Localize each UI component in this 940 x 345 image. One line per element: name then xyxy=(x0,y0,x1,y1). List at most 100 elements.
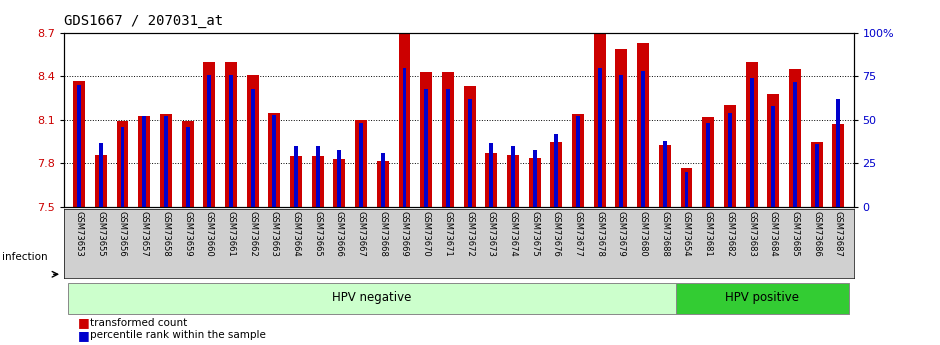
Bar xyxy=(637,43,650,207)
Bar xyxy=(772,106,776,207)
Bar xyxy=(507,155,519,207)
Text: GSM73673: GSM73673 xyxy=(487,211,495,257)
Bar xyxy=(316,146,320,207)
Bar xyxy=(446,89,450,207)
Bar xyxy=(164,116,168,207)
Bar xyxy=(767,94,779,207)
Bar xyxy=(273,115,276,207)
Text: GDS1667 / 207031_at: GDS1667 / 207031_at xyxy=(64,14,223,28)
Bar xyxy=(463,87,476,207)
Text: GSM73677: GSM73677 xyxy=(573,211,583,257)
Bar xyxy=(181,121,194,207)
Bar xyxy=(290,156,302,207)
Bar xyxy=(160,114,172,207)
Text: GSM73667: GSM73667 xyxy=(356,211,366,257)
Text: GSM73659: GSM73659 xyxy=(183,211,192,256)
Bar xyxy=(99,142,102,207)
Bar xyxy=(77,85,81,207)
Bar xyxy=(208,75,212,207)
Text: GSM73660: GSM73660 xyxy=(205,211,213,257)
Bar xyxy=(359,124,363,207)
Bar xyxy=(312,156,323,207)
Text: GSM73654: GSM73654 xyxy=(682,211,691,256)
Bar xyxy=(594,34,605,207)
Bar xyxy=(681,168,693,207)
Text: GSM73656: GSM73656 xyxy=(118,211,127,257)
Text: GSM73669: GSM73669 xyxy=(400,211,409,257)
Bar xyxy=(745,62,758,207)
Text: GSM73670: GSM73670 xyxy=(422,211,431,257)
Bar xyxy=(551,142,562,207)
Text: GSM73657: GSM73657 xyxy=(140,211,149,257)
Bar xyxy=(420,72,432,207)
Text: GSM73663: GSM73663 xyxy=(270,211,279,257)
Text: GSM73687: GSM73687 xyxy=(834,211,843,257)
Bar xyxy=(467,99,472,207)
Text: GSM73672: GSM73672 xyxy=(465,211,474,257)
Text: ■: ■ xyxy=(78,316,90,329)
Bar xyxy=(572,114,584,207)
Bar xyxy=(749,78,754,207)
Bar xyxy=(203,62,215,207)
Bar xyxy=(142,116,146,207)
Bar xyxy=(69,283,676,314)
Bar xyxy=(833,124,844,207)
Bar xyxy=(402,68,406,207)
Text: GSM73678: GSM73678 xyxy=(595,211,604,257)
Bar xyxy=(706,124,710,207)
Bar xyxy=(837,99,840,207)
Bar xyxy=(724,105,736,207)
Bar xyxy=(810,142,822,207)
Bar xyxy=(269,112,280,207)
Bar xyxy=(225,62,237,207)
Bar xyxy=(117,121,129,207)
Bar xyxy=(485,153,497,207)
Bar xyxy=(528,158,540,207)
Bar xyxy=(702,117,714,207)
Text: GSM73681: GSM73681 xyxy=(704,211,713,257)
Bar xyxy=(251,89,255,207)
Bar xyxy=(728,113,732,207)
Bar xyxy=(337,149,341,207)
Bar xyxy=(95,155,107,207)
Text: GSM73676: GSM73676 xyxy=(552,211,561,257)
Text: GSM73661: GSM73661 xyxy=(227,211,235,257)
Text: infection: infection xyxy=(2,252,48,262)
Text: GSM73679: GSM73679 xyxy=(617,211,626,257)
Text: GSM73665: GSM73665 xyxy=(313,211,322,257)
Bar xyxy=(185,127,190,207)
Bar xyxy=(138,116,150,207)
Text: transformed count: transformed count xyxy=(90,318,187,327)
Text: GSM73671: GSM73671 xyxy=(444,211,452,257)
Text: GSM73662: GSM73662 xyxy=(248,211,258,257)
Text: GSM73683: GSM73683 xyxy=(747,211,756,257)
Bar xyxy=(533,149,537,207)
Bar xyxy=(641,71,645,207)
Bar xyxy=(789,69,801,207)
Bar xyxy=(120,127,124,207)
Text: GSM73680: GSM73680 xyxy=(638,211,648,257)
Bar xyxy=(229,75,233,207)
Bar xyxy=(246,75,258,207)
Text: GSM73686: GSM73686 xyxy=(812,211,822,257)
Text: GSM73685: GSM73685 xyxy=(791,211,799,257)
Bar xyxy=(511,146,515,207)
Bar xyxy=(659,145,671,207)
Bar xyxy=(555,134,558,207)
Text: GSM73674: GSM73674 xyxy=(509,211,517,257)
Bar xyxy=(616,49,627,207)
Text: GSM73658: GSM73658 xyxy=(162,211,170,257)
Bar xyxy=(334,159,345,207)
Text: GSM73684: GSM73684 xyxy=(769,211,777,257)
Bar xyxy=(490,142,494,207)
Bar xyxy=(424,89,428,207)
Text: GSM73666: GSM73666 xyxy=(335,211,344,257)
Bar xyxy=(377,160,389,207)
Bar xyxy=(576,116,580,207)
Bar xyxy=(442,72,454,207)
Text: GSM73655: GSM73655 xyxy=(96,211,105,256)
Bar xyxy=(793,81,797,207)
Text: HPV negative: HPV negative xyxy=(332,291,412,304)
Text: ■: ■ xyxy=(78,329,90,342)
Bar xyxy=(399,34,411,207)
